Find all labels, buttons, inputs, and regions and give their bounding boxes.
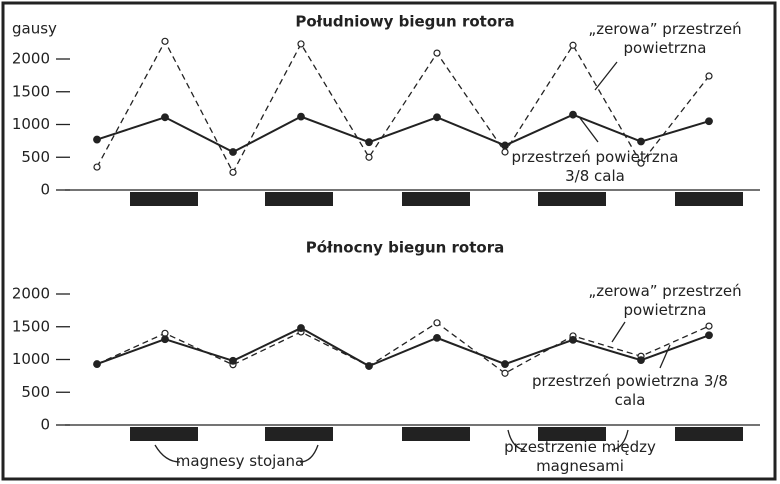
legend-label: przestrzeń powietrzna 3/8 cala <box>532 372 728 409</box>
data-point <box>501 141 509 150</box>
pointer <box>659 344 671 369</box>
y-tick-label: 2000 <box>12 50 50 68</box>
magnet <box>675 427 743 441</box>
y-tick-label: 500 <box>21 148 50 166</box>
data-point <box>705 322 713 330</box>
data-point <box>161 113 169 122</box>
y-tick-label: 1500 <box>12 82 50 100</box>
magnet <box>130 192 198 206</box>
data-point <box>705 331 713 340</box>
series-line <box>96 113 710 154</box>
data-point <box>297 324 305 332</box>
data-point <box>161 335 169 344</box>
legend-label: „zerowa” przestrzeń powietrzna <box>588 282 742 319</box>
pointer <box>611 321 626 343</box>
magnet <box>538 427 606 441</box>
magnet <box>675 192 743 206</box>
magnet <box>402 427 470 441</box>
y-axis-label: gausy <box>12 20 57 38</box>
y-tick-label: 1500 <box>12 317 50 335</box>
annotation: przestrzenie między magnesami <box>504 438 656 475</box>
bracket <box>507 429 526 451</box>
y-tick-label: 0 <box>40 416 50 434</box>
data-point <box>637 356 645 365</box>
chart-title: Północny biegun rotora <box>306 239 505 257</box>
data-point <box>637 159 645 167</box>
series-line <box>96 326 710 368</box>
data-point <box>93 360 101 368</box>
y-tick-label: 2000 <box>12 285 50 303</box>
data-point <box>229 356 237 365</box>
data-point <box>365 153 373 161</box>
data-point <box>433 113 441 122</box>
bracket <box>611 429 629 451</box>
series-line <box>96 322 710 375</box>
magnet <box>130 427 198 441</box>
data-point <box>501 369 509 377</box>
y-tick-label: 500 <box>21 383 50 401</box>
data-point <box>433 333 441 342</box>
data-point <box>433 49 441 57</box>
magnet <box>538 192 606 206</box>
data-point <box>365 362 373 370</box>
chart-title: Południowy biegun rotora <box>295 13 514 31</box>
data-point <box>705 117 713 126</box>
data-point <box>569 335 577 344</box>
magnet <box>265 192 333 206</box>
legend-label: przestrzeń powietrzna 3/8 cala <box>511 148 679 185</box>
y-tick-label: 1000 <box>12 350 50 368</box>
data-point <box>229 148 237 156</box>
data-point <box>705 72 713 80</box>
data-point <box>501 360 509 368</box>
bracket <box>154 444 181 463</box>
data-point <box>569 41 577 49</box>
data-point <box>93 163 101 171</box>
data-point <box>229 168 237 176</box>
data-point <box>161 37 169 45</box>
pointer <box>594 61 618 91</box>
data-point <box>569 110 577 119</box>
y-tick-label: 1000 <box>12 115 50 133</box>
data-point <box>297 112 305 121</box>
bracket <box>299 444 319 463</box>
data-point <box>433 319 441 327</box>
annotation: magnesy stojana <box>175 452 305 470</box>
data-point <box>365 138 373 147</box>
magnet <box>402 192 470 206</box>
y-tick-label: 0 <box>40 181 50 199</box>
magnet <box>265 427 333 441</box>
data-point <box>297 40 305 48</box>
series-line <box>96 39 710 174</box>
data-point <box>637 137 645 146</box>
pointer <box>579 117 599 143</box>
legend-label: „zerowa” przestrzeń powietrzna <box>588 20 742 57</box>
data-point <box>93 135 101 144</box>
